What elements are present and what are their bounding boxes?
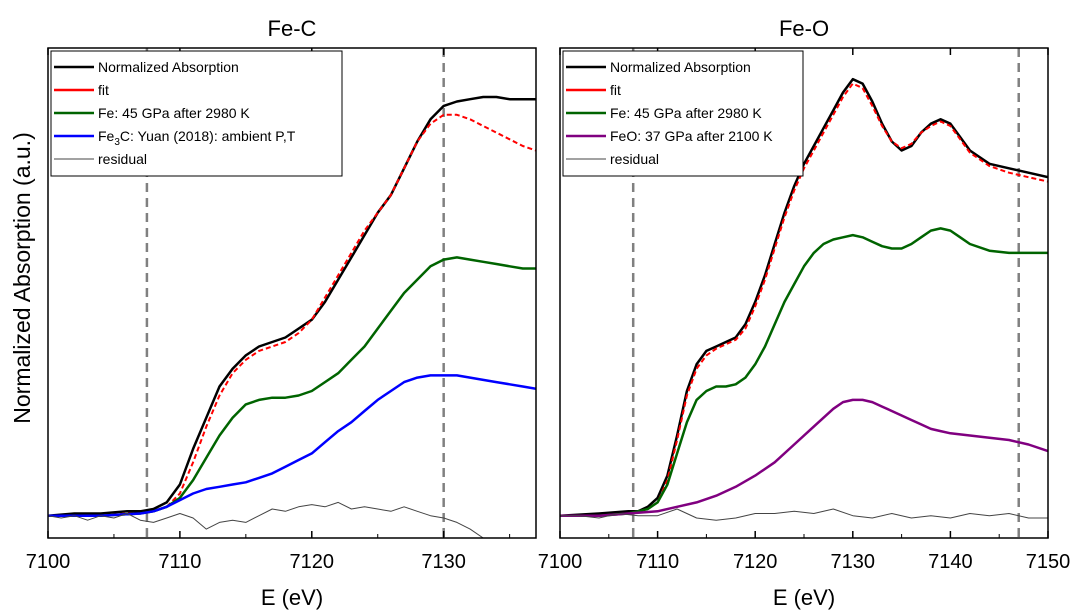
x-tick-label: 7100 <box>538 551 583 573</box>
panel-fe-c: Fe-C E (eV) 7100 7110 7120 7130 Normalized Abs… <box>26 16 536 610</box>
panel-title: Fe-C <box>268 16 317 41</box>
series-line-fe-45-gpa-after-2980-k <box>48 257 536 515</box>
legend-label: residual <box>98 151 147 167</box>
legend-label: Normalized Absorption <box>610 59 751 75</box>
series-line-residual <box>48 502 483 538</box>
legend-label: fit <box>98 82 109 98</box>
x-tick-label: 7120 <box>290 551 335 573</box>
x-tick-label: 7110 <box>158 551 201 573</box>
legend-label: fit <box>610 82 621 98</box>
legend-label: residual <box>610 151 659 167</box>
x-tick-label: 7150 <box>1026 551 1071 573</box>
panel-fe-o: Fe-O E (eV) 7100 7110 7120 7130 7140 7150 Normal… <box>538 16 1071 610</box>
x-tick-label: 7130 <box>831 551 876 573</box>
x-axis-label: E (eV) <box>261 585 323 610</box>
x-tick-label: 7140 <box>928 551 973 573</box>
panel-title: Fe-O <box>779 16 829 41</box>
x-tick-label: 7120 <box>733 551 778 573</box>
x-tick-label: 7130 <box>421 551 466 573</box>
legend-label: FeO: 37 GPa after 2100 K <box>610 128 773 144</box>
legend-label: Fe: 45 GPa after 2980 K <box>98 105 250 121</box>
x-tick-label: 7110 <box>636 551 679 573</box>
legend: Normalized Absorption fit Fe: 45 GPa after… <box>563 51 803 176</box>
legend-label: Normalized Absorption <box>98 59 239 75</box>
x-axis-label: E (eV) <box>773 585 835 610</box>
x-tick-label: 7100 <box>26 551 71 573</box>
figure-y-axis-label: Normalized Absorption (a.u.) <box>9 132 35 423</box>
legend-label: Fe: 45 GPa after 2980 K <box>610 105 762 121</box>
legend: Normalized Absorption fit Fe: 45 GPa after… <box>51 51 342 176</box>
